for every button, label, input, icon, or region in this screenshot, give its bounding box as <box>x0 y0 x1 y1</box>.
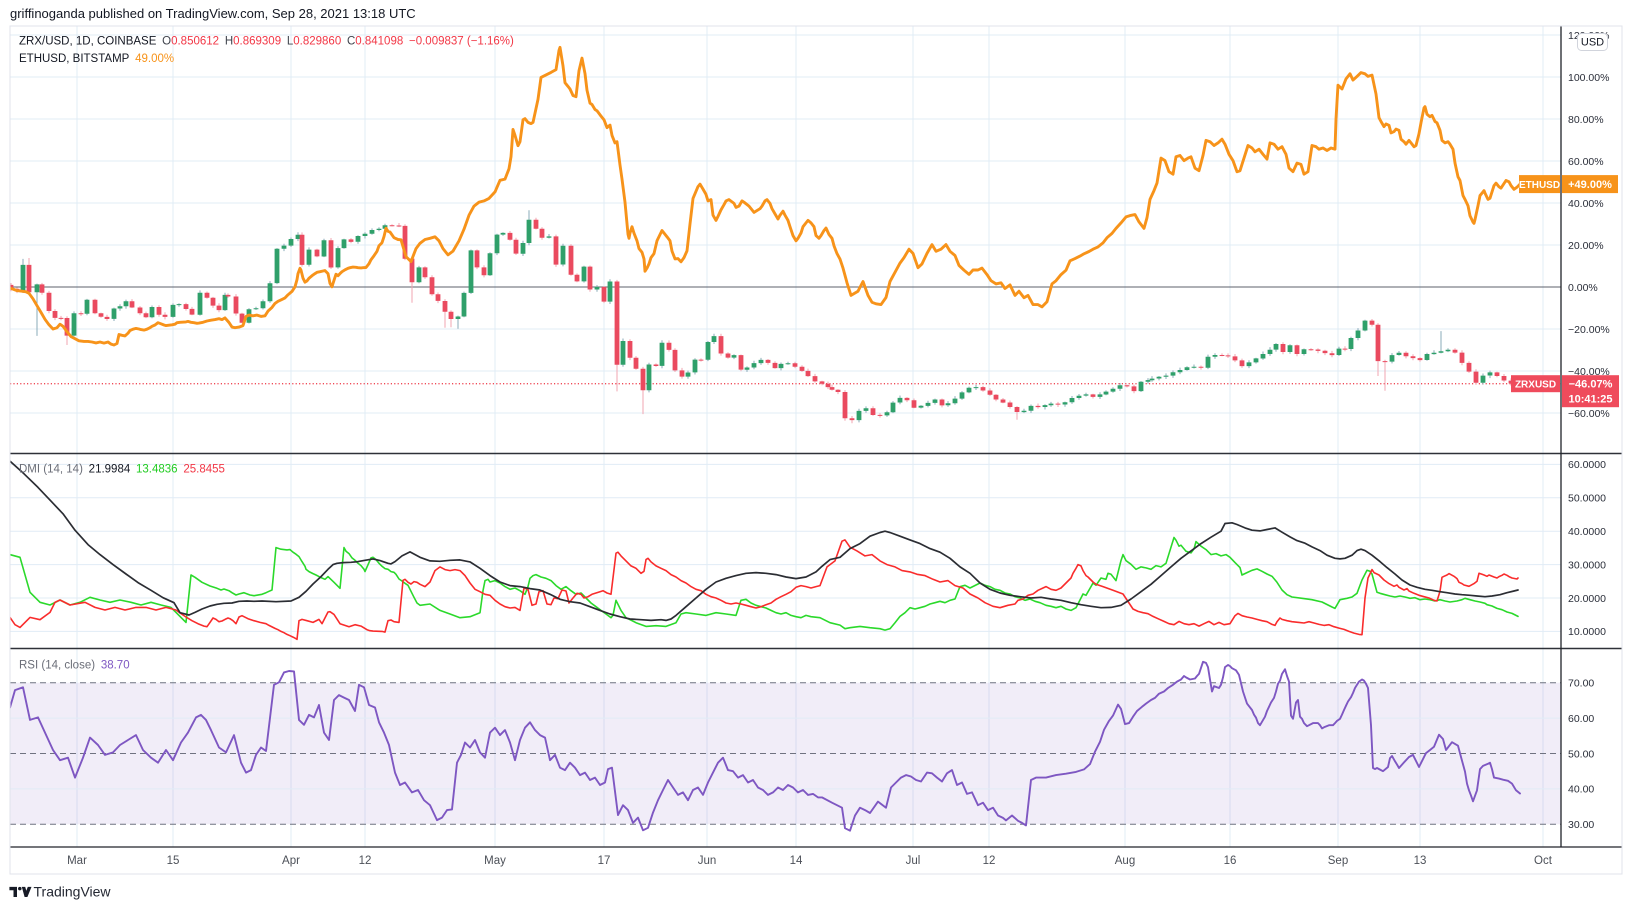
svg-text:Oct: Oct <box>1534 855 1553 867</box>
svg-text:−60.00%: −60.00% <box>1568 408 1610 420</box>
svg-text:Apr: Apr <box>282 855 300 867</box>
svg-text:USD: USD <box>1581 37 1604 49</box>
svg-text:12: 12 <box>983 855 996 867</box>
svg-text:20.00%: 20.00% <box>1568 240 1604 252</box>
svg-text:+49.00%: +49.00% <box>1568 179 1612 191</box>
svg-text:10.0000: 10.0000 <box>1568 626 1606 638</box>
svg-text:14: 14 <box>790 855 803 867</box>
svg-text:ETHUSD: ETHUSD <box>1519 180 1560 191</box>
svg-text:13: 13 <box>1414 855 1427 867</box>
svg-text:Sep: Sep <box>1328 855 1348 867</box>
svg-text:50.0000: 50.0000 <box>1568 493 1606 505</box>
svg-text:griffinoganda published on Tra: griffinoganda published on TradingView.c… <box>10 6 416 21</box>
svg-text:30.0000: 30.0000 <box>1568 559 1606 571</box>
svg-text:60.00: 60.00 <box>1568 713 1594 725</box>
svg-text:100.00%: 100.00% <box>1568 72 1609 84</box>
svg-text:30.00: 30.00 <box>1568 819 1594 831</box>
svg-text:10:41:25: 10:41:25 <box>1568 394 1612 406</box>
svg-text:17: 17 <box>598 855 611 867</box>
svg-text:15: 15 <box>167 855 180 867</box>
svg-text:0.00%: 0.00% <box>1568 282 1598 294</box>
svg-text:RSI (14, close) 38.70: RSI (14, close) 38.70 <box>19 660 130 672</box>
svg-text:60.00%: 60.00% <box>1568 156 1604 168</box>
svg-text:Mar: Mar <box>67 855 87 867</box>
svg-text:−40.00%: −40.00% <box>1568 366 1610 378</box>
svg-text:−20.00%: −20.00% <box>1568 324 1610 336</box>
svg-text:16: 16 <box>1224 855 1237 867</box>
svg-text:ZRX/USD, 1D, COINBASE O0.85061: ZRX/USD, 1D, COINBASE O0.850612 H0.86930… <box>19 36 514 48</box>
svg-text:40.00%: 40.00% <box>1568 198 1604 210</box>
svg-text:80.00%: 80.00% <box>1568 114 1604 126</box>
svg-text:ZRXUSD: ZRXUSD <box>1515 380 1556 391</box>
svg-text:60.0000: 60.0000 <box>1568 459 1606 471</box>
svg-text:Aug: Aug <box>1115 855 1135 867</box>
svg-text:20.0000: 20.0000 <box>1568 593 1606 605</box>
svg-text:Jul: Jul <box>906 855 921 867</box>
svg-text:May: May <box>484 855 506 867</box>
svg-text:ETHUSD, BITSTAMP 49.00%: ETHUSD, BITSTAMP 49.00% <box>19 53 174 65</box>
svg-text:40.00: 40.00 <box>1568 784 1594 796</box>
svg-text:50.00: 50.00 <box>1568 748 1594 760</box>
svg-text:Jun: Jun <box>698 855 717 867</box>
svg-text:TradingView: TradingView <box>34 884 112 900</box>
svg-text:40.0000: 40.0000 <box>1568 526 1606 538</box>
svg-text:DMI (14, 14) 21.9984 13.4836 2: DMI (14, 14) 21.9984 13.4836 25.8455 <box>19 464 225 476</box>
svg-text:−46.07%: −46.07% <box>1569 379 1613 391</box>
svg-text:70.00: 70.00 <box>1568 678 1594 690</box>
svg-text:12: 12 <box>359 855 372 867</box>
